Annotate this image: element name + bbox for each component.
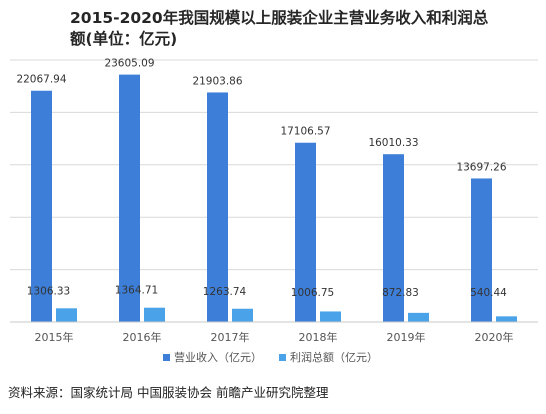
value-label: 13697.26: [456, 161, 506, 173]
gridlines: [10, 59, 538, 271]
x-axis: 2015年 2016年 2017年 2018年 2019年 2020年: [10, 321, 538, 344]
value-labels: 22067.94 1306.33 23605.09 1364.71 21903.86 12…: [16, 58, 507, 299]
bar-revenue: [295, 142, 316, 322]
value-label: 17106.57: [280, 126, 330, 138]
x-tick-label: 2019年: [387, 330, 426, 344]
legend-swatch: [279, 354, 286, 361]
legend-label: 营业收入（亿元）: [174, 350, 262, 364]
source-note: 资料来源：国家统计局 中国服装协会 前瞻产业研究院整理: [8, 385, 329, 400]
x-tick-label: 2020年: [475, 330, 514, 344]
value-label: 21903.86: [192, 75, 242, 87]
x-tick-label: 2018年: [299, 330, 338, 344]
value-label: 23605.09: [104, 58, 154, 70]
x-tick-label: 2016年: [123, 330, 162, 344]
chart-title: 2015-2020年我国规模以上服装企业主营业务收入和利润总额(单位：亿元): [70, 9, 489, 48]
legend-swatch: [163, 354, 170, 361]
legend: 营业收入（亿元） 利润总额（亿元）: [163, 350, 378, 364]
bar-revenue: [471, 178, 492, 322]
x-tick-label: 2017年: [211, 330, 250, 344]
bar-profit: [144, 307, 165, 322]
bar-profit: [232, 308, 253, 322]
value-label: 22067.94: [16, 74, 66, 86]
bar-profit: [320, 311, 341, 322]
bar-revenue: [31, 90, 52, 322]
value-label: 1364.71: [115, 285, 158, 297]
bar-profit: [408, 312, 429, 322]
bar-profit: [496, 316, 517, 322]
bars: [31, 74, 517, 323]
legend-label: 利润总额（亿元）: [290, 350, 378, 364]
value-label: 1306.33: [27, 285, 70, 297]
value-label: 1263.74: [203, 286, 247, 298]
bar-revenue: [383, 154, 404, 322]
bar-profit: [56, 308, 77, 322]
value-label: 16010.33: [368, 137, 418, 149]
value-label: 1006.75: [291, 287, 334, 299]
bar-revenue: [119, 74, 140, 323]
value-label: 540.44: [470, 287, 507, 299]
x-tick-label: 2015年: [35, 330, 74, 344]
bar-revenue: [207, 92, 228, 323]
value-label: 872.83: [382, 287, 419, 299]
